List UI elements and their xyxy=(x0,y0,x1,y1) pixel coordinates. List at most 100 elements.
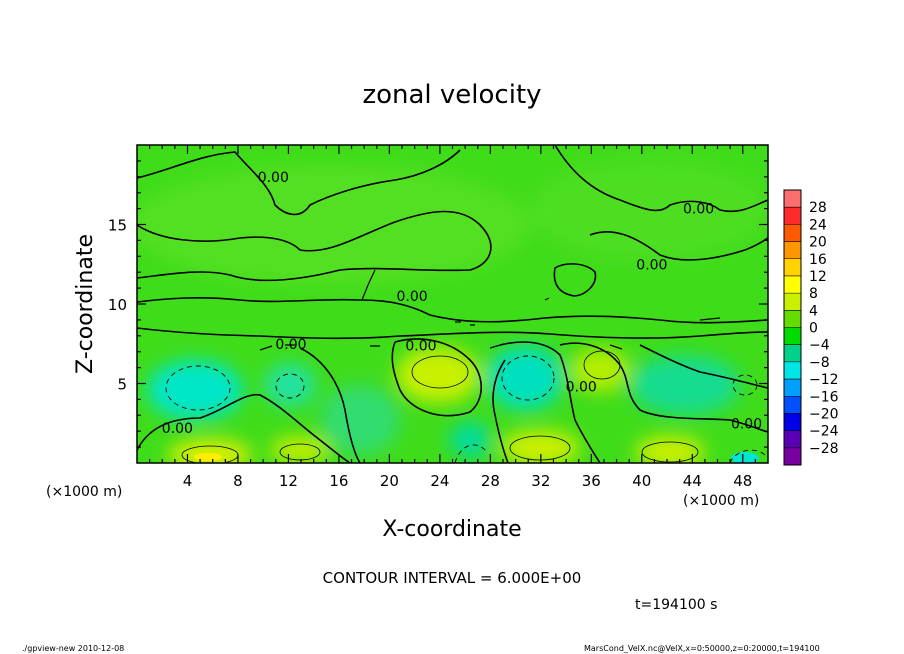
contour-line xyxy=(259,297,721,351)
contour-label: 0.00 xyxy=(397,289,428,305)
colorbar-label: −12 xyxy=(809,372,839,388)
colorbar-swatch xyxy=(784,344,801,363)
negative-cell xyxy=(450,422,490,458)
contour-line xyxy=(639,344,768,389)
contour-line xyxy=(411,355,469,389)
contour-lines xyxy=(137,145,768,463)
contour-label: 0.00 xyxy=(275,337,306,353)
colorbar-label: −20 xyxy=(809,406,839,422)
x-unit-left: (×1000 m) xyxy=(46,484,122,500)
colorbar-label: 28 xyxy=(809,200,827,216)
colorbar-swatch xyxy=(784,207,801,225)
negative-cell xyxy=(147,360,243,420)
x-tick-label: 16 xyxy=(329,472,348,490)
contour-line xyxy=(732,374,758,396)
colorbar-swatch xyxy=(784,430,801,449)
contour-label: 0.00 xyxy=(566,380,597,396)
velocity-field xyxy=(137,145,768,463)
x-tick-label: 40 xyxy=(632,472,651,490)
x-unit-right: (×1000 m) xyxy=(683,493,759,509)
contour-line xyxy=(137,393,351,463)
field-patch xyxy=(137,165,530,285)
contour-line xyxy=(361,269,376,301)
contour-line xyxy=(553,263,597,297)
min-core xyxy=(731,452,759,463)
colorbar-swatch xyxy=(784,413,801,432)
contour-line xyxy=(137,149,461,216)
contour-lines-negative xyxy=(165,355,766,463)
x-tick-label: 48 xyxy=(733,472,752,490)
y-tick-label: 10 xyxy=(108,296,127,314)
negative-cell xyxy=(264,363,316,407)
negative-cell xyxy=(630,355,740,415)
footer-right: MarsCond_VelX.nc@VelX,x=0:50000,z=0:2000… xyxy=(584,644,820,653)
x-tick-label: 12 xyxy=(279,472,298,490)
x-tick-label: 28 xyxy=(481,472,500,490)
contour-line xyxy=(137,210,492,282)
colorbar-label: 16 xyxy=(809,252,827,268)
colorbar-swatch xyxy=(784,327,801,346)
y-axis-label: Z-coordinate xyxy=(73,234,98,374)
contour-line xyxy=(499,341,601,463)
colorbar-swatch xyxy=(784,241,801,260)
max-core xyxy=(194,453,222,461)
contour-lines-thin xyxy=(181,350,699,463)
x-tick-label: 44 xyxy=(683,472,702,490)
colorbar-swatch xyxy=(784,258,801,277)
x-axis-label: X-coordinate xyxy=(382,517,521,542)
colorbar-swatch xyxy=(784,310,801,328)
contour-line xyxy=(729,449,766,463)
x-tick-label: 8 xyxy=(233,472,243,490)
colorbar-label: 12 xyxy=(809,269,827,285)
contour-line xyxy=(641,441,699,463)
colorbar-label: −16 xyxy=(809,389,839,405)
positive-cell xyxy=(635,436,705,463)
colorbar-label: 0 xyxy=(809,321,818,337)
positive-cell xyxy=(396,347,480,403)
negative-cell xyxy=(320,385,400,455)
contour-line xyxy=(509,435,571,461)
colorbar-swatch xyxy=(784,379,801,397)
contour-line xyxy=(137,327,768,340)
contour-label: 0.00 xyxy=(683,202,714,218)
colorbar-label: −24 xyxy=(809,424,839,440)
contour-label: 0.00 xyxy=(162,421,193,437)
positive-cell xyxy=(270,436,330,463)
contour-label: 0.00 xyxy=(636,257,667,273)
colorbar-label: 4 xyxy=(809,303,818,319)
x-tick-label: 36 xyxy=(582,472,601,490)
contour-line xyxy=(165,365,231,411)
contour-label: 0.00 xyxy=(731,416,762,432)
contour-labels: 0.00 0.00 0.00 0.00 0.00 0.00 0.00 0.00 0.00 xyxy=(162,170,762,437)
positive-cell xyxy=(168,439,252,463)
contour-line xyxy=(501,355,555,401)
contour-label: 0.00 xyxy=(405,338,436,354)
colorbar-swatch xyxy=(784,361,801,380)
y-tick-label: 15 xyxy=(108,217,127,235)
contour-line xyxy=(589,231,768,261)
contour-label: 0.00 xyxy=(258,170,289,186)
contour-line xyxy=(454,444,486,463)
colorbar-swatch xyxy=(784,275,801,294)
colorbar-label: 24 xyxy=(809,217,827,233)
contour-islands xyxy=(259,269,721,351)
time-text: t=194100 s xyxy=(635,597,717,613)
colorbar-label: 20 xyxy=(809,235,827,251)
contour-line xyxy=(492,359,509,463)
contour-line xyxy=(583,350,621,380)
colorbar-label: 8 xyxy=(809,286,818,302)
positive-cell xyxy=(500,430,580,463)
x-tick-label: 24 xyxy=(430,472,449,490)
chart-title: zonal velocity xyxy=(362,80,541,110)
x-tick-label: 4 xyxy=(183,472,193,490)
contour-line xyxy=(559,342,768,433)
contour-line xyxy=(137,297,768,324)
colorbar-swatch xyxy=(784,224,801,243)
colorbar-label: −28 xyxy=(809,441,839,457)
contour-line xyxy=(299,347,361,463)
x-tick-label: 20 xyxy=(380,472,399,490)
colorbar-swatch xyxy=(784,293,801,311)
